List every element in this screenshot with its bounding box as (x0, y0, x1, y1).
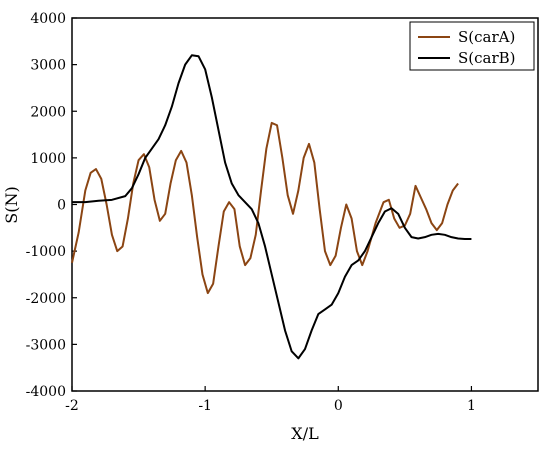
y-tick-label: 4000 (30, 11, 66, 27)
y-tick-label: 1000 (30, 151, 66, 167)
y-axis-title: S(N) (2, 186, 21, 223)
x-tick-label: -1 (198, 398, 212, 414)
y-tick-label: -3000 (26, 337, 66, 353)
y-tick-label: -2000 (26, 291, 66, 307)
series-line-carB (72, 54, 472, 360)
x-tick-label: -2 (65, 398, 79, 414)
plot-frame (71, 17, 539, 392)
x-tick-label: 1 (467, 398, 476, 414)
legend-box (409, 21, 535, 71)
series-line-carA (71, 121, 459, 295)
x-axis-title: X/L (291, 424, 319, 443)
y-tick-label: 0 (57, 198, 66, 214)
y-tick-label: -1000 (26, 244, 66, 260)
y-tick-label: -4000 (26, 384, 66, 400)
y-tick-label: 2000 (30, 104, 66, 120)
legend-label-carB: S(carB) (458, 49, 516, 67)
x-tick-label: 0 (334, 398, 343, 414)
legend: S(carA) S(carB) (409, 21, 535, 71)
y-tick-label: 3000 (30, 58, 66, 74)
series-layer (71, 54, 472, 360)
legend-label-carA: S(carA) (458, 28, 515, 46)
ticks-layer: -4000 -3000 -2000 -1000 0 1000 2000 3000 4000 -2 -… (26, 11, 476, 414)
